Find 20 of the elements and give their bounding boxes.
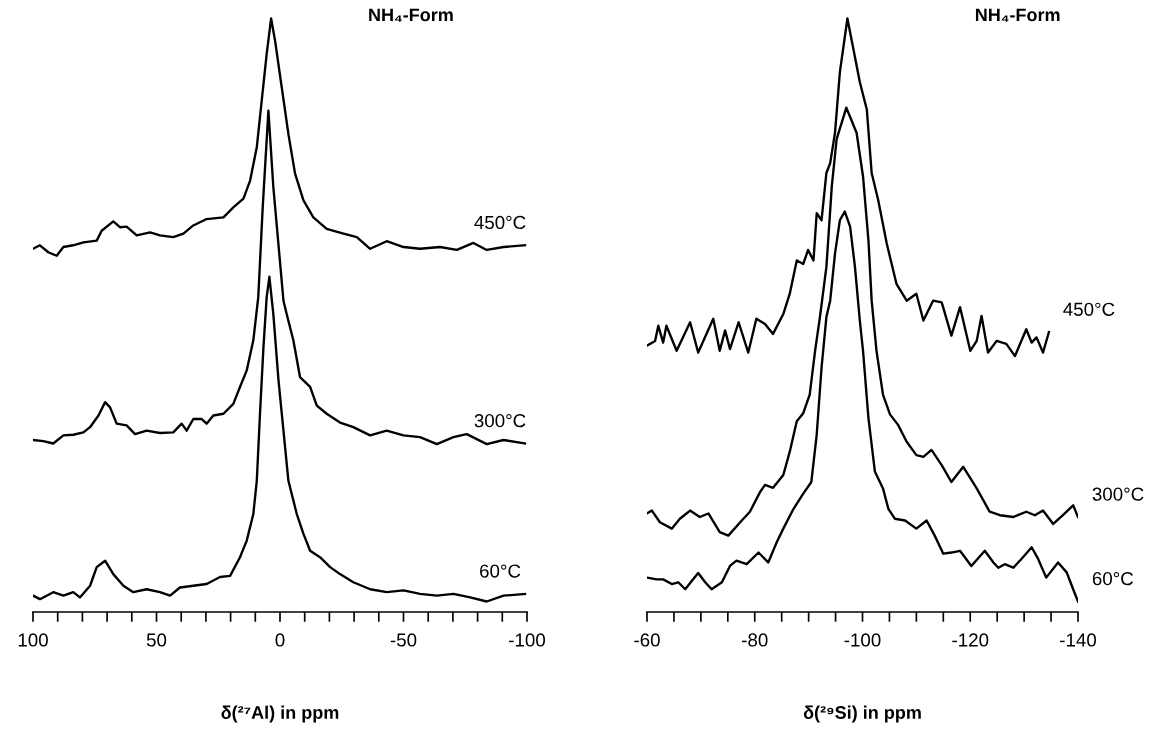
series-label: 300°C — [1092, 487, 1144, 501]
series-label: 60°C — [1092, 572, 1134, 586]
x-tick-label: -50 — [390, 633, 417, 647]
chart-title: NH₄-Form — [369, 8, 453, 22]
x-tick-label: -80 — [742, 633, 768, 647]
chart-title: NH₄-Form — [975, 8, 1060, 22]
x-tick-label: -140 — [1060, 633, 1097, 647]
series-label: 450°C — [1063, 302, 1115, 316]
x-tick-label: -120 — [952, 633, 989, 647]
x-tick-label: 100 — [18, 633, 48, 647]
x-tick-label: -60 — [634, 633, 660, 647]
x-tick-label: -100 — [844, 633, 881, 647]
x-axis-title: δ(²⁹Si) in ppm — [803, 705, 921, 723]
series-label: 300°C — [474, 414, 526, 428]
x-tick-label: 50 — [146, 633, 167, 647]
series-label: 60°C — [480, 564, 521, 578]
series-label: 450°C — [474, 215, 526, 230]
x-tick-label: 0 — [275, 633, 285, 647]
x-axis-title: δ(²⁷Al) in ppm — [221, 705, 339, 723]
x-tick-label: -100 — [509, 633, 546, 647]
